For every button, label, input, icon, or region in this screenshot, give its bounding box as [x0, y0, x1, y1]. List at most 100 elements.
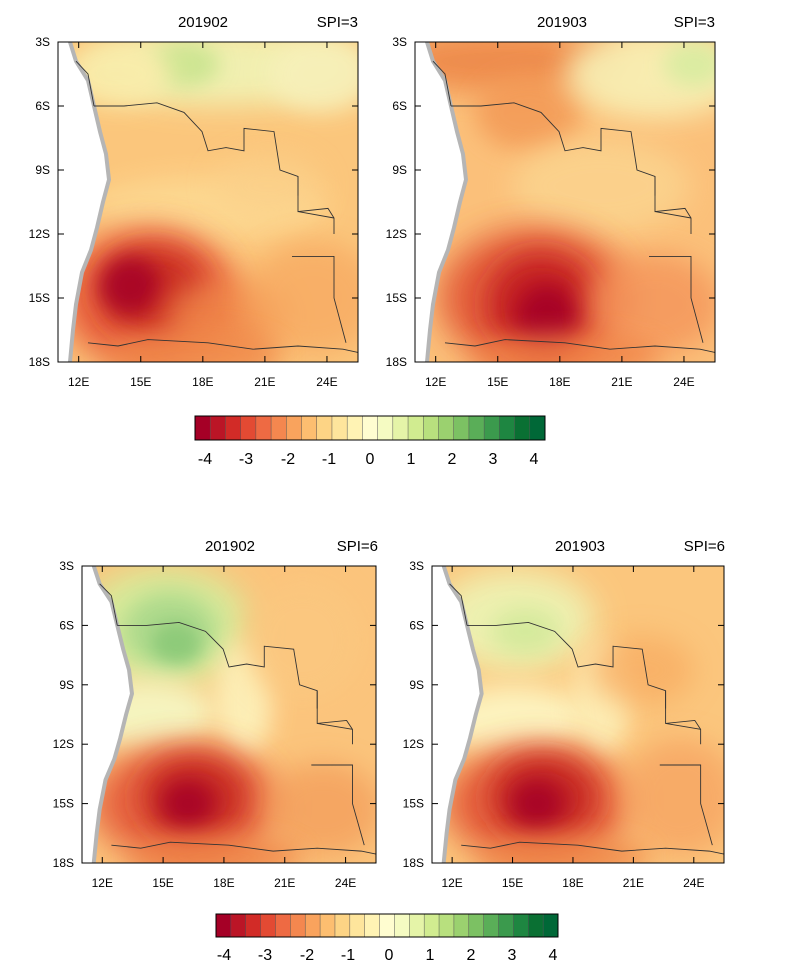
lon-tick-label: 15E — [502, 876, 523, 890]
spi-anomaly-region — [214, 154, 322, 218]
colorbar-tick-label: -3 — [258, 947, 272, 964]
country-border — [665, 722, 701, 730]
lat-tick-label: 3S — [392, 35, 407, 49]
country-border — [467, 621, 702, 745]
lon-tick-label: 12E — [92, 876, 113, 890]
spi-anomaly-region — [510, 779, 564, 828]
spi-anomaly-region — [490, 607, 561, 656]
lat-tick-label: 6S — [392, 99, 407, 113]
lat-tick-label: 12S — [53, 737, 74, 751]
colorbar-swatch — [230, 914, 247, 937]
lon-tick-label: 21E — [611, 375, 632, 389]
country-border — [461, 841, 724, 855]
panel-index-label: SPI=6 — [337, 538, 378, 555]
country-border — [311, 764, 365, 846]
colorbar-top: -4 -3 -2 -1 0 1 2 3 4 — [194, 415, 546, 468]
colorbar-swatch — [423, 416, 439, 440]
lat-tick-label: 18S — [29, 355, 50, 369]
coastline — [68, 42, 112, 362]
colorbar-swatch — [275, 914, 291, 937]
colorbar-tick-label: 1 — [426, 947, 435, 964]
lat-tick-label: 3S — [59, 559, 74, 573]
colorbar-tick-label: -1 — [341, 947, 355, 964]
spi-anomaly-region — [664, 42, 715, 87]
colorbar-tick-label: -3 — [239, 451, 253, 468]
spi-anomaly-region — [103, 330, 283, 362]
country-border — [451, 102, 692, 234]
lat-tick-label: 12S — [386, 227, 407, 241]
lat-tick-label: 3S — [409, 559, 424, 573]
lon-tick-label: 21E — [623, 876, 644, 890]
coastline — [441, 566, 484, 863]
colorbar-swatch — [290, 914, 306, 937]
lat-tick-label: 6S — [59, 618, 74, 632]
colorbar-swatch — [316, 416, 333, 440]
colorbar-swatch — [331, 416, 348, 440]
lon-tick-label: 12E — [441, 876, 462, 890]
spi-anomaly-region — [475, 74, 583, 151]
spi-anomaly-region — [161, 779, 215, 828]
colorbar-tick-label: 4 — [530, 451, 539, 468]
country-border — [297, 211, 335, 219]
colorbar-swatch — [286, 416, 302, 440]
colorbar-swatch — [210, 416, 226, 440]
colorbar-frame — [215, 913, 559, 938]
lat-tick-label: 12S — [29, 227, 50, 241]
colorbar-tick-label: 0 — [366, 451, 375, 468]
colorbar-swatch — [543, 914, 559, 937]
map-area: 3S 6S 9S 12S 15S 18S 12E 15E 18E 21E 24E — [53, 559, 377, 890]
panel-index-label: SPI=3 — [317, 14, 358, 31]
spi-anomaly-region — [589, 253, 715, 356]
colorbar-swatch — [513, 914, 529, 937]
map-panel-bottom-left: 201902 SPI=6 — [205, 538, 378, 555]
colorbar-swatch — [392, 416, 409, 440]
colorbar-swatch — [483, 914, 499, 937]
spi-anomaly-region — [511, 138, 691, 234]
lat-tick-label: 15S — [29, 291, 50, 305]
spi-anomaly-region — [469, 333, 661, 362]
map-area: 3S 6S 9S 12S 15S 18S 12E 15E 18E 21E 24E — [403, 559, 725, 890]
colorbar-swatch — [499, 416, 515, 440]
colorbar-swatch — [320, 914, 336, 937]
lon-tick-label: 18E — [562, 876, 583, 890]
colorbar-frame — [194, 415, 546, 441]
country-border — [292, 255, 347, 343]
colorbar-tick-label: -1 — [322, 451, 336, 468]
colorbar-swatches — [215, 913, 559, 938]
lon-tick-label: 12E — [68, 375, 89, 389]
colorbar-swatch — [347, 416, 363, 440]
colorbar-tick-label: 3 — [489, 451, 498, 468]
colorbar-tick-label: 1 — [407, 451, 416, 468]
lat-tick-label: 18S — [386, 355, 407, 369]
colorbar-swatch — [255, 416, 272, 440]
spi-anomaly-region — [152, 622, 200, 665]
colorbar-swatch — [529, 416, 546, 440]
colorbar-swatch — [468, 416, 485, 440]
map-frame — [414, 41, 716, 363]
colorbar-tick-label: -4 — [198, 451, 212, 468]
lat-tick-label: 3S — [35, 35, 50, 49]
lat-tick-label: 12S — [403, 737, 424, 751]
country-border — [117, 621, 353, 745]
panel-date-label: 201902 — [178, 14, 228, 31]
map-area: 3S 6S 9S 12S 15S 18S 12E 15E 18E 21E 24E — [386, 35, 716, 389]
map-frame — [81, 565, 377, 864]
lat-tick-label: 15S — [386, 291, 407, 305]
lat-tick-label: 6S — [35, 99, 50, 113]
country-border — [444, 339, 715, 353]
colorbar-swatch — [468, 914, 484, 937]
colorbar-swatch — [305, 914, 321, 937]
panel-date-label: 201903 — [555, 538, 605, 555]
spi-anomaly-region — [247, 240, 358, 356]
country-border — [649, 255, 704, 343]
colorbar-swatches — [194, 415, 546, 441]
colorbar-swatch — [453, 914, 470, 937]
map-panel-top-right: 201903 SPI=3 — [537, 14, 715, 31]
lon-tick-label: 15E — [152, 876, 173, 890]
panel-index-label: SPI=3 — [674, 14, 715, 31]
country-border — [449, 583, 468, 626]
country-border — [432, 60, 452, 107]
lon-tick-label: 21E — [274, 876, 295, 890]
coastline — [91, 566, 135, 863]
